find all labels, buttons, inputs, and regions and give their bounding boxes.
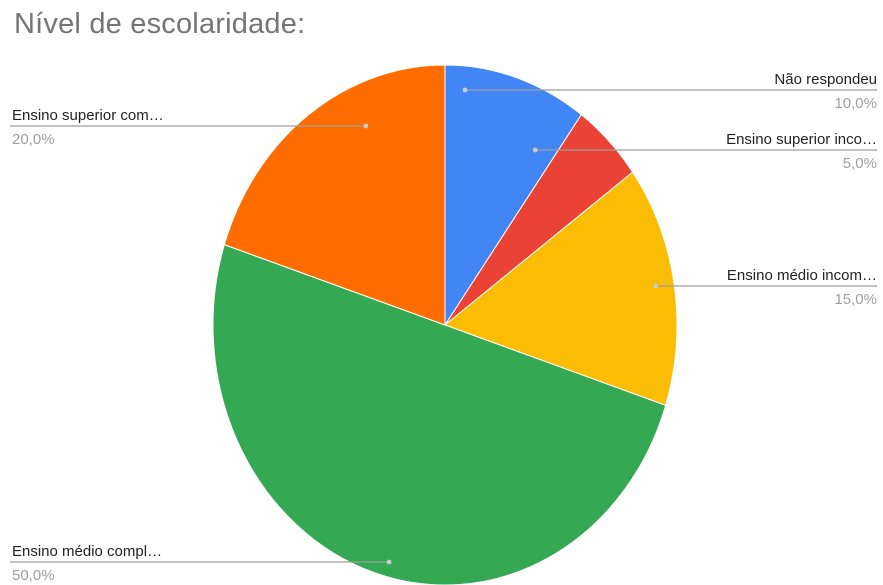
slice-label-ensino-medio-compl: Ensino médio compl… [12, 543, 162, 560]
callout-dot-ensino-medio-incom [653, 283, 659, 289]
callouts-group: Não respondeu 10,0% Ensino superior inco… 5… [10, 71, 877, 584]
slice-value-nao-respondeu: 10,0% [834, 95, 877, 112]
slice-label-ensino-medio-incom: Ensino médio incom… [727, 267, 877, 284]
slice-value-ensino-medio-incom: 15,0% [834, 291, 877, 308]
pie-slice-ensino-medio-incom[interactable] [444, 171, 678, 406]
callout-dot-ensino-medio-compl [386, 559, 392, 565]
slice-label-nao-respondeu: Não respondeu [774, 71, 877, 88]
callout-dot-ensino-superior-com [363, 123, 369, 129]
slice-value-ensino-medio-compl: 50,0% [12, 567, 55, 584]
callout-dot-ensino-superior-inco [532, 147, 538, 153]
callout-dot-nao-respondeu [462, 87, 468, 93]
chart-title: Nível de escolaridade: [14, 8, 306, 40]
pie-slice-ensino-medio-compl[interactable] [212, 244, 667, 585]
slice-label-ensino-superior-com: Ensino superior com… [12, 107, 164, 124]
slice-label-ensino-superior-inco: Ensino superior inco… [726, 131, 877, 148]
slices-group [212, 64, 678, 585]
pie-slice-ensino-superior-com[interactable] [223, 64, 446, 326]
slice-value-ensino-superior-com: 20,0% [12, 131, 55, 148]
pie-slice-nao-respondeu[interactable] [444, 64, 583, 327]
slice-value-ensino-superior-inco: 5,0% [843, 155, 877, 172]
